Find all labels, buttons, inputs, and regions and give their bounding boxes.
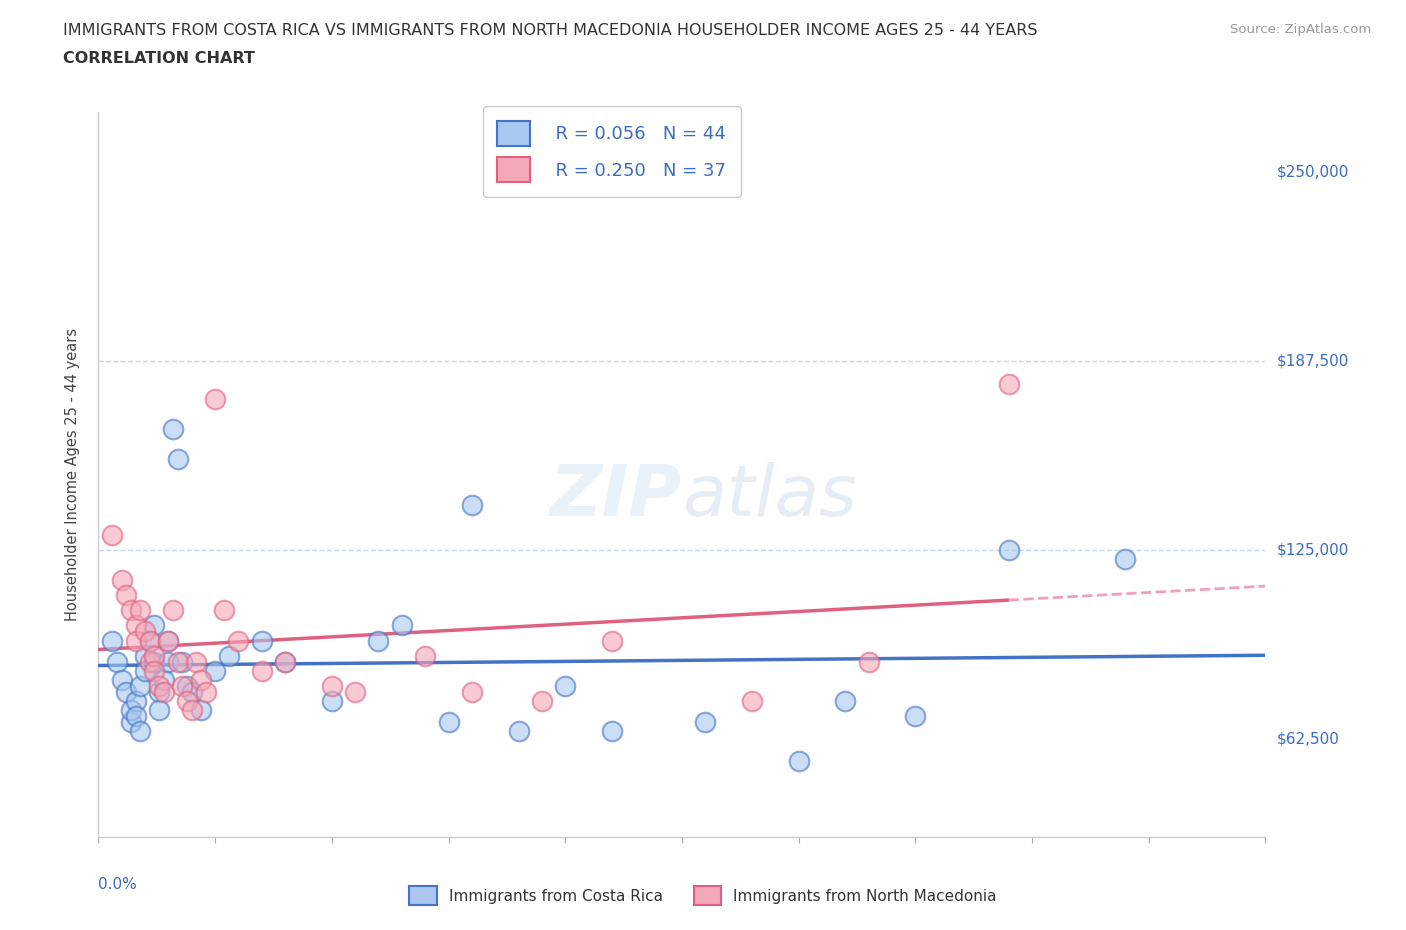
Point	[367, 633, 389, 648]
Point	[120, 603, 142, 618]
Point	[997, 377, 1019, 392]
Point	[115, 588, 138, 603]
Text: ZIP: ZIP	[550, 461, 682, 530]
Point	[134, 648, 156, 663]
Point	[321, 679, 343, 694]
Point	[204, 392, 226, 406]
Point	[250, 633, 273, 648]
Point	[834, 694, 856, 709]
Point	[190, 672, 212, 687]
Point	[152, 672, 174, 687]
Point	[129, 724, 152, 738]
Point	[139, 655, 162, 670]
Point	[111, 672, 134, 687]
Point	[274, 655, 297, 670]
Text: $187,500: $187,500	[1277, 353, 1348, 368]
Point	[139, 633, 162, 648]
Point	[115, 684, 138, 699]
Text: Source: ZipAtlas.com: Source: ZipAtlas.com	[1230, 23, 1371, 36]
Point	[214, 603, 236, 618]
Legend:   R = 0.056   N = 44,   R = 0.250   N = 37: R = 0.056 N = 44, R = 0.250 N = 37	[484, 106, 741, 197]
Point	[600, 724, 623, 738]
Point	[148, 703, 170, 718]
Legend: Immigrants from Costa Rica, Immigrants from North Macedonia: Immigrants from Costa Rica, Immigrants f…	[404, 881, 1002, 911]
Point	[143, 663, 166, 678]
Point	[101, 633, 124, 648]
Point	[172, 679, 194, 694]
Point	[228, 633, 250, 648]
Point	[176, 694, 198, 709]
Point	[413, 648, 436, 663]
Point	[437, 714, 460, 729]
Point	[166, 452, 188, 467]
Point	[218, 648, 240, 663]
Point	[157, 633, 180, 648]
Point	[741, 694, 763, 709]
Y-axis label: Householder Income Ages 25 - 44 years: Householder Income Ages 25 - 44 years	[65, 327, 80, 621]
Point	[111, 573, 134, 588]
Point	[787, 754, 810, 769]
Point	[997, 542, 1019, 557]
Point	[125, 633, 148, 648]
Point	[250, 663, 273, 678]
Point	[139, 633, 162, 648]
Point	[162, 421, 184, 436]
Point	[194, 684, 217, 699]
Point	[461, 497, 484, 512]
Text: 0.0%: 0.0%	[98, 877, 138, 892]
Point	[101, 527, 124, 542]
Point	[600, 633, 623, 648]
Point	[166, 655, 188, 670]
Point	[162, 603, 184, 618]
Point	[321, 694, 343, 709]
Point	[391, 618, 413, 633]
Point	[125, 709, 148, 724]
Point	[143, 618, 166, 633]
Point	[180, 703, 202, 718]
Point	[125, 618, 148, 633]
Point	[148, 679, 170, 694]
Point	[129, 679, 152, 694]
Text: CORRELATION CHART: CORRELATION CHART	[63, 51, 254, 66]
Point	[858, 655, 880, 670]
Point	[125, 694, 148, 709]
Point	[554, 679, 576, 694]
Point	[904, 709, 927, 724]
Point	[172, 655, 194, 670]
Point	[152, 684, 174, 699]
Point	[461, 684, 484, 699]
Point	[134, 624, 156, 639]
Point	[157, 655, 180, 670]
Point	[157, 633, 180, 648]
Point	[143, 655, 166, 670]
Text: IMMIGRANTS FROM COSTA RICA VS IMMIGRANTS FROM NORTH MACEDONIA HOUSEHOLDER INCOME: IMMIGRANTS FROM COSTA RICA VS IMMIGRANTS…	[63, 23, 1038, 38]
Point	[105, 655, 128, 670]
Point	[274, 655, 297, 670]
Point	[180, 684, 202, 699]
Point	[1114, 551, 1136, 566]
Point	[530, 694, 553, 709]
Point	[129, 603, 152, 618]
Point	[143, 648, 166, 663]
Point	[204, 663, 226, 678]
Text: $125,000: $125,000	[1277, 542, 1348, 557]
Point	[134, 663, 156, 678]
Point	[695, 714, 717, 729]
Point	[508, 724, 530, 738]
Text: atlas: atlas	[682, 461, 856, 530]
Point	[120, 703, 142, 718]
Point	[120, 714, 142, 729]
Point	[344, 684, 367, 699]
Point	[190, 703, 212, 718]
Point	[186, 655, 208, 670]
Text: $62,500: $62,500	[1277, 731, 1340, 746]
Point	[148, 684, 170, 699]
Text: $250,000: $250,000	[1277, 165, 1348, 179]
Point	[176, 679, 198, 694]
